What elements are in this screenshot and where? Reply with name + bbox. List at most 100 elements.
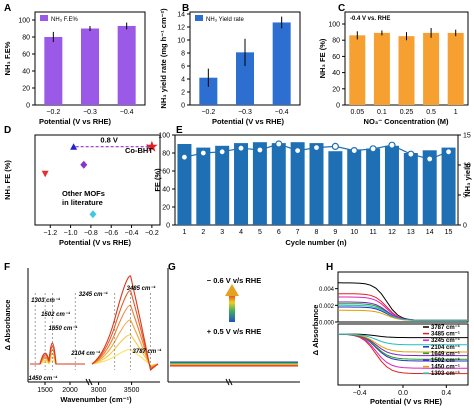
panel-h-legend-label: 1303 cm⁻¹ <box>431 370 460 377</box>
panel-f-peak-label: 1502 cm⁻¹ <box>41 311 70 318</box>
panel-b-ytick: 4 <box>181 77 185 84</box>
panel-h-letter: H <box>326 262 333 273</box>
panel-c-bar <box>447 32 464 105</box>
panel-a-ytick: 20 <box>22 86 30 93</box>
panel-b-ytick: 14 <box>177 12 185 19</box>
panel-e-xtick: 11 <box>369 229 376 236</box>
panel-a-ylabel: NH₃ F.E% <box>3 41 12 75</box>
panel-d-xtick: −0.6 <box>104 230 118 237</box>
panel-e-bar <box>366 148 381 225</box>
panel-b-ytick: 6 <box>181 64 185 71</box>
panel-b-letter: B <box>182 3 189 14</box>
panel-e-ytick-right: 0 <box>463 223 467 230</box>
panel-g-label-bottom: + 0.5 V v/s RHE <box>207 327 261 336</box>
panel-d-xlabel: Potential (V vs RHE) <box>59 238 132 247</box>
panel-a-legend: NH₃ F.E% <box>51 17 78 23</box>
panel-a-xtick: −0.2 <box>46 109 60 116</box>
panel-e-xtick: 8 <box>315 229 319 236</box>
panel-e-yield-point <box>388 141 396 149</box>
panel-h-ylabel: Δ Absorbance <box>311 305 320 356</box>
panel-e-letter: E <box>176 125 183 136</box>
panel-e-xtick: 6 <box>277 229 281 236</box>
panel-h-top-curve <box>338 304 468 321</box>
panel-e-ytick-right: 15 <box>463 133 471 140</box>
panel-h-top-curve <box>337 282 468 321</box>
panel-e-yield-point <box>256 146 264 154</box>
panel-b-ytick: 12 <box>177 25 185 32</box>
panel-e-yield-point <box>312 144 321 152</box>
panel-g-label-top: − 0.6 V v/s RHE <box>207 276 261 285</box>
panel-d-label-lit2: in literature <box>62 198 103 207</box>
panel-c-xtick: 0.1 <box>377 109 387 116</box>
panel-h-ytick: 0.000 <box>319 321 335 327</box>
panel-b-bar <box>272 22 291 106</box>
panel-h-bottom-curve <box>338 333 468 339</box>
panel-c-ytick: 80 <box>332 38 340 45</box>
panel-e-bar <box>347 149 362 225</box>
panel-e-bar <box>441 147 456 225</box>
panel-d-point <box>146 140 158 152</box>
panel-e-bar <box>252 142 267 225</box>
panel-c-legend: -0.4 V vs. RHE <box>350 16 390 22</box>
panel-h-bottom-curve <box>337 333 468 369</box>
panel-h-ytick: 0.002 <box>319 304 335 310</box>
panel-e-xtick: 2 <box>201 229 205 236</box>
panel-c-bar <box>398 36 415 105</box>
panel-g-arrow-shaft <box>229 294 235 322</box>
panel-d-xtick: −0.4 <box>125 230 139 237</box>
panel-f-xtick: 2000 <box>62 387 78 394</box>
panel-c-xtick: 0.25 <box>400 109 414 116</box>
panel-e-xtick: 9 <box>333 229 337 236</box>
panel-d-label-lit1: Other MOFs <box>62 189 105 198</box>
panel-f-peak-label: 3245 cm⁻¹ <box>79 291 108 298</box>
panel-h-legend-label: 2104 cm⁻¹ <box>431 344 460 351</box>
panel-f-xtick: 1500 <box>37 387 53 394</box>
panel-h-legend-label: 3485 cm⁻¹ <box>431 331 460 338</box>
panel-e-yield-point <box>407 150 415 158</box>
panel-b-ylabel: NH₃ yield rate (mg h⁻¹ cm⁻²) <box>159 8 168 109</box>
panel-e-bar <box>271 143 286 225</box>
panel-c-xtick: 0.5 <box>426 109 436 116</box>
panel-f-ylabel: Δ Absorbance <box>3 300 12 351</box>
panel-a-ytick: 0 <box>26 103 30 110</box>
panel-b-legend: NH₃ Yield rate <box>206 17 244 23</box>
panel-c-letter: C <box>338 3 345 14</box>
panel-e-bar <box>177 144 192 225</box>
panel-e-xtick: 10 <box>350 229 358 236</box>
panel-d-point <box>41 170 49 178</box>
panel-a-bar <box>44 37 63 105</box>
panel-d-xtick: −0.8 <box>84 230 98 237</box>
panel-a-xlabel: Potential (V vs RHE) <box>39 117 112 126</box>
panel-h-xtick: 0.0 <box>398 390 408 397</box>
panel-f-peak-label: 3485 cm⁻¹ <box>127 285 156 292</box>
panel-d-point <box>89 210 97 219</box>
panel-c-ytick: 40 <box>332 70 340 77</box>
panel-c-bar <box>373 32 390 105</box>
panel-e-bar <box>215 145 230 225</box>
panel-e-bar <box>290 142 305 225</box>
panel-b-ytick: 2 <box>181 90 185 97</box>
panel-d-point <box>80 160 88 169</box>
panel-d-xtick: −0.2 <box>145 230 159 237</box>
panel-e-xtick: 3 <box>220 229 224 236</box>
panel-e-ytick: 40 <box>162 187 170 194</box>
panel-e-ytick: 60 <box>162 169 170 176</box>
panel-b-bar <box>199 77 218 105</box>
panel-g-axis-break <box>225 378 233 386</box>
panel-e-yield-point <box>369 145 377 153</box>
panel-e-yield-point <box>180 153 189 161</box>
panel-h-bottom-curve <box>337 333 468 346</box>
panel-e-yield-point <box>426 155 434 163</box>
panel-a-xtick: −0.3 <box>83 109 97 116</box>
panel-c-xtick: 0.05 <box>350 109 364 116</box>
panel-b-ytick: 8 <box>181 51 185 58</box>
panel-c-xlabel: NO₃⁻ Concentration (M) <box>364 117 449 126</box>
panel-h-legend-label: 1649 cm⁻¹ <box>431 350 460 357</box>
panel-b-bar <box>236 52 254 105</box>
panel-c-ytick: 20 <box>332 86 340 93</box>
panel-e-yield-point <box>444 148 453 156</box>
panel-f-peak-label: 1450 cm⁻¹ <box>29 375 58 382</box>
panel-e-bar <box>309 143 324 225</box>
panel-h-xlabel: Potential (V vs RHE) <box>370 397 443 406</box>
